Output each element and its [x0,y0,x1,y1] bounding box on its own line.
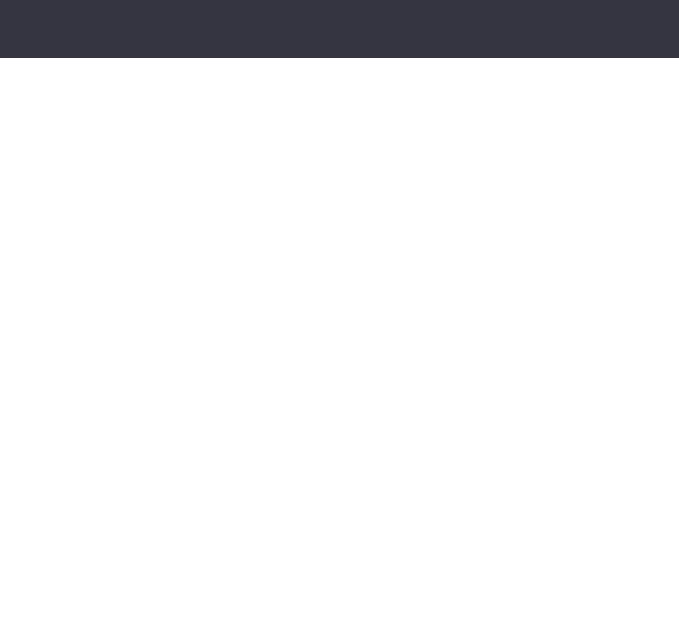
size-guide-table [12,272,667,313]
animal-size-illustration-row [6,116,673,266]
size-guide-header-bar [0,0,679,58]
subtitle-container [0,58,679,116]
table-header-row [12,272,667,313]
